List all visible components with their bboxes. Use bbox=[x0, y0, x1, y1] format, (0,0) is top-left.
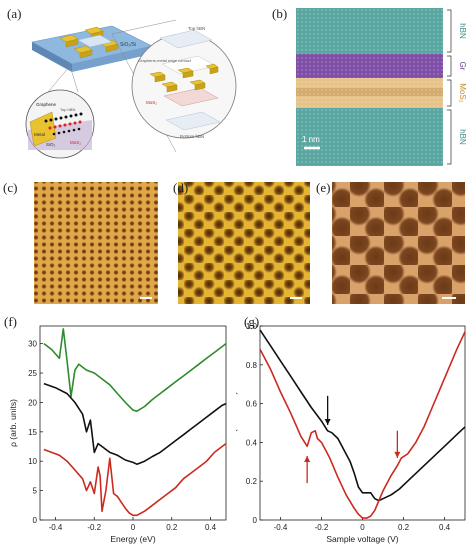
chart-g-xtick-label: 0.2 bbox=[398, 523, 410, 532]
chart-g-ytick-label: 0.8 bbox=[246, 361, 258, 370]
chart-g-xtick-label: 0.4 bbox=[439, 523, 451, 532]
chart-f-xtick-label: 0.4 bbox=[205, 523, 217, 532]
panel-b-label: (b) bbox=[272, 6, 288, 21]
chart-g-ytick-label: 0.4 bbox=[246, 438, 258, 447]
substrate-front bbox=[72, 46, 152, 72]
layer-label-hbn-top: hBN bbox=[458, 23, 467, 39]
layer-label-mos2: MoS₂ bbox=[458, 83, 467, 103]
stm-image-c bbox=[34, 182, 158, 304]
chart-g-xtick-label: -0.4 bbox=[274, 523, 288, 532]
inset-graphene-label: Graphene bbox=[36, 102, 57, 107]
chart-g-xtick-label: -0.2 bbox=[315, 523, 329, 532]
chart-g-ytick-label: 0.2 bbox=[246, 477, 258, 486]
chart-f-xtick-label: -0.2 bbox=[87, 523, 101, 532]
stm-image-d bbox=[178, 182, 310, 304]
layer-label-hbn-bottom: hBN bbox=[458, 129, 467, 145]
scale-bar-label: 1 nm bbox=[302, 135, 320, 144]
chart-f-xtick-label: 0 bbox=[131, 523, 136, 532]
panel-c: (c) bbox=[0, 178, 160, 308]
chart-g-plot-frame bbox=[259, 325, 466, 521]
chart-g-ytick-label: 0 bbox=[253, 516, 258, 525]
chart-g-ytick-label: 0.6 bbox=[246, 400, 258, 409]
chart-f-ytick-label: 20 bbox=[28, 398, 37, 407]
panel-g-label: (g) bbox=[244, 314, 260, 329]
panel-g: (g) -0.4 -0.2 0 0.2 0.4 0 0.2 0.4 0.6 0.8 1.0 Sampl… bbox=[228, 310, 469, 550]
hbn-stack bbox=[77, 34, 113, 48]
stem-cross-section: 1 nm hBN Gr MoS₂ hBN bbox=[296, 8, 467, 166]
panel-c-label: (c) bbox=[3, 180, 18, 195]
chart-g-ytick-label: 1.0 bbox=[246, 322, 258, 331]
chart-g-xtick-label: 0 bbox=[360, 523, 365, 532]
inset-mos2-label: MoS₂ bbox=[70, 140, 81, 145]
exploded-layers bbox=[159, 29, 221, 131]
chart-f: -0.4 -0.2 0 0.2 0.4 0 5 10 15 20 25 30 Energy (eV) ρ … bbox=[8, 325, 227, 544]
layer-brackets bbox=[447, 9, 452, 165]
chart-f-ytick-label: 10 bbox=[28, 457, 37, 466]
panel-a: (a) SiO₂/Si Graph bbox=[0, 0, 238, 170]
chart-g-arrow-2 bbox=[394, 430, 401, 458]
chart-f-series-line-0 bbox=[43, 328, 227, 412]
chart-g-series-line-0 bbox=[259, 329, 466, 502]
chart-f-xtick-label: -0.4 bbox=[49, 523, 63, 532]
chart-f-xlabel: Energy (eV) bbox=[110, 534, 156, 544]
chart-f-ytick-label: 25 bbox=[28, 369, 37, 378]
metal-pads bbox=[59, 26, 119, 59]
chart-g-xlabel: Sample voltage (V) bbox=[326, 534, 398, 544]
panel-e: (e) bbox=[316, 178, 469, 308]
device-schematic: SiO₂/Si Graphene Top hBN Metal SiO₂ MoS₂ bbox=[25, 19, 237, 159]
layer-label-gr: Gr bbox=[458, 62, 467, 71]
chart-g-arrow-0 bbox=[324, 395, 331, 425]
exploded-edge-label: Graphene-metal edge contact bbox=[138, 58, 192, 63]
panel-b: (b) 1 nm hBN Gr MoS₂ hBN bbox=[264, 0, 469, 170]
exploded-bottom-label: Bottom hBN bbox=[180, 134, 204, 139]
chart-f-ytick-label: 5 bbox=[33, 487, 38, 496]
chart-g-ylabel: dI/dV (arb. units) bbox=[236, 391, 238, 454]
chart-g: -0.4 -0.2 0 0.2 0.4 0 0.2 0.4 0.6 0.8 1.0 Sample vo… bbox=[228, 322, 466, 544]
chart-f-series-line-2 bbox=[43, 442, 227, 517]
exploded-mos2-label: MoS₂ bbox=[146, 100, 157, 105]
chart-g-series-line-1 bbox=[259, 331, 466, 519]
chart-f-ytick-label: 0 bbox=[33, 516, 38, 525]
panel-e-label: (e) bbox=[316, 180, 331, 195]
chart-f-ytick-label: 15 bbox=[28, 428, 37, 437]
exploded-top-label: Top hBN bbox=[188, 26, 205, 31]
substrate-label: SiO₂/Si bbox=[120, 42, 136, 48]
stm-image-e bbox=[332, 182, 465, 304]
inset-tophbn-label: Top hBN bbox=[60, 107, 75, 112]
exploded-pads bbox=[149, 63, 219, 93]
atom-rows bbox=[44, 112, 83, 136]
chart-g-arrow-1 bbox=[304, 455, 311, 484]
panel-a-label: (a) bbox=[7, 6, 22, 21]
inset-metal-label: Metal bbox=[34, 132, 45, 137]
panel-d: (d) bbox=[164, 178, 314, 308]
panel-f: (f) -0.4 -0.2 0 0.2 0.4 0 5 10 15 20 25 30 Energy (e… bbox=[0, 310, 234, 550]
chart-f-series-line-1 bbox=[43, 382, 227, 465]
substrate-left bbox=[32, 42, 72, 72]
inset-sio2-label: SiO₂ bbox=[46, 142, 56, 147]
chart-f-ytick-label: 30 bbox=[28, 340, 37, 349]
panel-d-label: (d) bbox=[173, 180, 189, 195]
chart-f-ylabel: ρ (arb. units) bbox=[8, 399, 18, 447]
chart-f-xtick-label: 0.2 bbox=[166, 523, 178, 532]
panel-f-label: (f) bbox=[4, 314, 17, 329]
